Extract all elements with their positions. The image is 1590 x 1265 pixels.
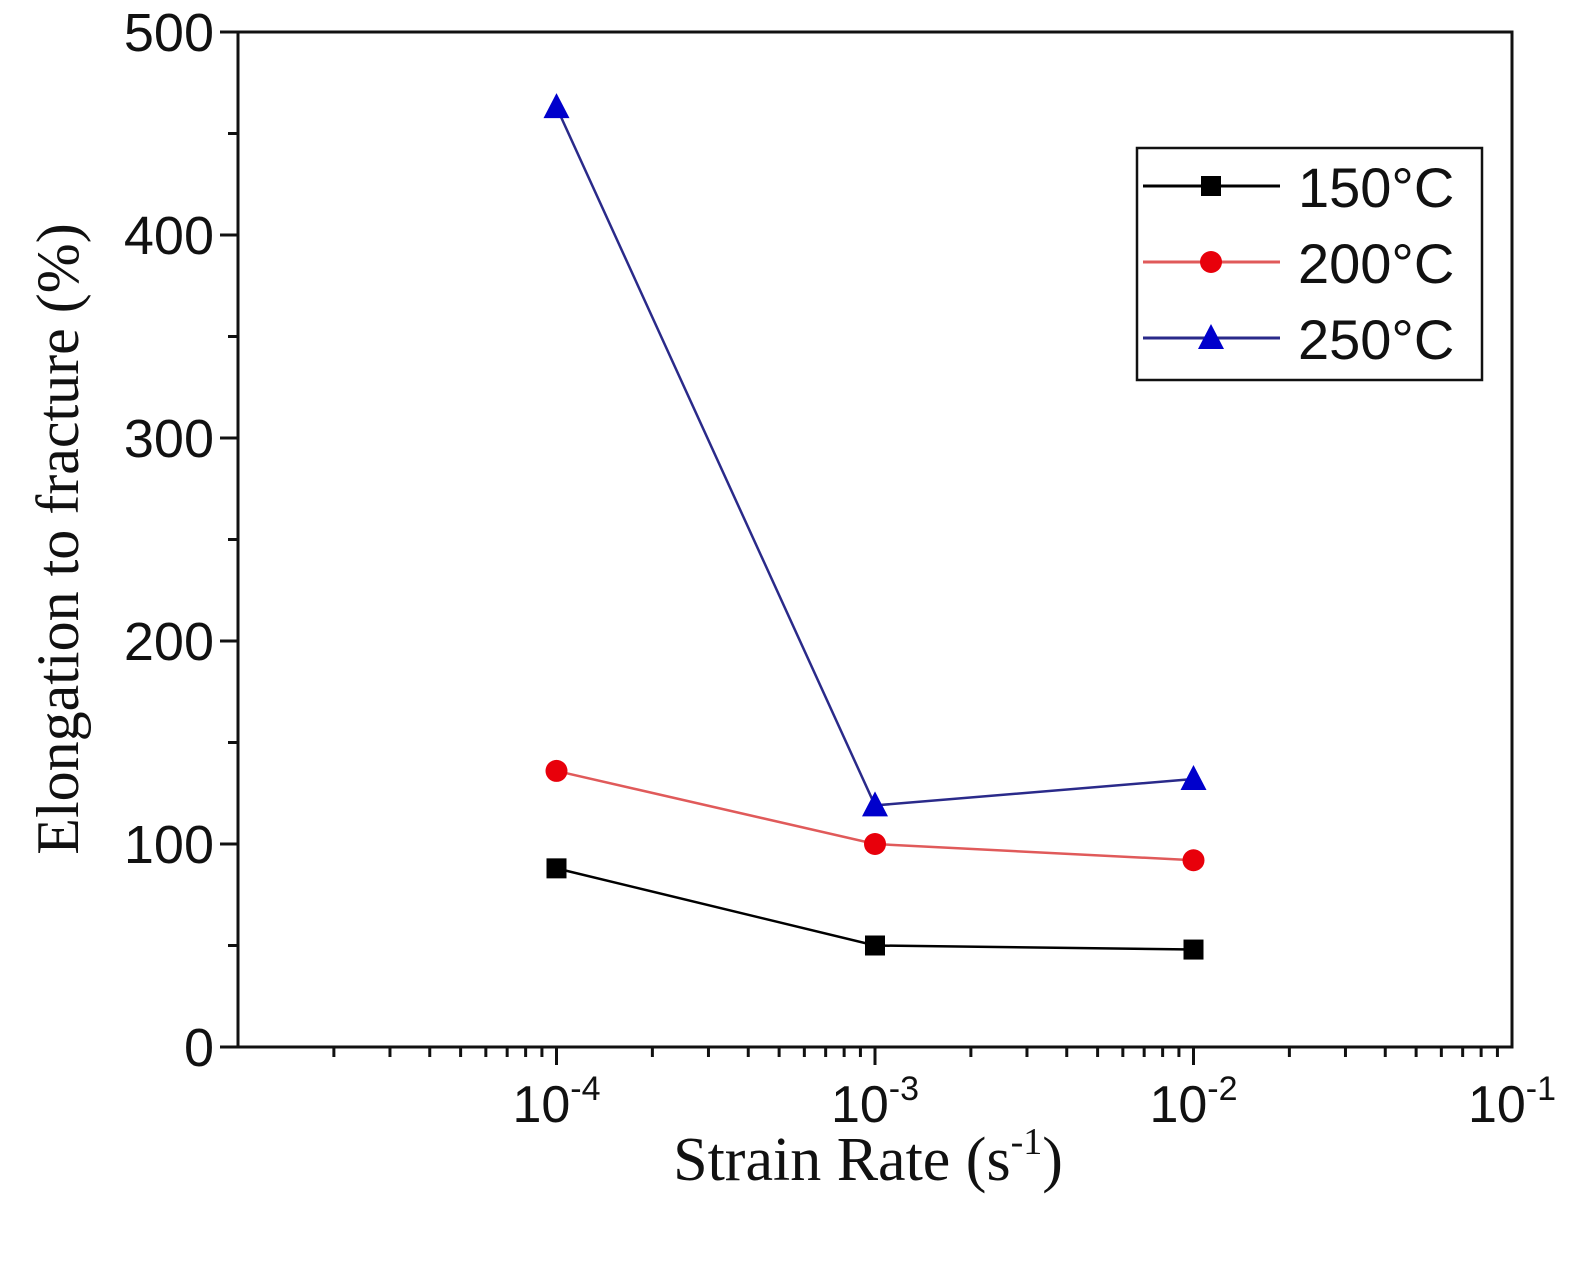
x-tick-label-exp: -1: [1526, 1070, 1556, 1108]
data-point: [1182, 849, 1205, 872]
x-tick-label: 10-3: [831, 1070, 919, 1134]
x-tick-label-base: 10: [512, 1076, 570, 1134]
legend: 150°C 200°C 250°C: [1135, 146, 1484, 382]
legend-marker: [1201, 176, 1221, 196]
legend-item: 150°C: [1143, 156, 1454, 219]
x-tick-label-base: 10: [1149, 1076, 1207, 1134]
legend-label: 200°C: [1298, 232, 1454, 295]
x-tick-label-base: 10: [831, 1076, 889, 1134]
data-point: [1183, 939, 1204, 960]
data-point: [543, 93, 570, 119]
data-point: [862, 791, 888, 817]
y-axis-label: Elongation to fracture (%): [25, 223, 91, 854]
data-point: [546, 858, 567, 879]
y-tick-label: 200: [124, 612, 214, 672]
legend-item: 250°C: [1143, 308, 1454, 371]
series-150°C: [546, 858, 1204, 960]
legend-marker: [1200, 251, 1222, 273]
x-axis-label-sup: -1: [1011, 1121, 1043, 1163]
x-tick-label: 10-4: [512, 1070, 600, 1134]
series-line: [555, 106, 1194, 807]
x-tick-label-base: 10: [1468, 1076, 1526, 1134]
x-axis-label: Strain Rate (s-1): [673, 1121, 1063, 1194]
legend-item: 200°C: [1143, 232, 1454, 295]
axis-labels: Elongation to fracture (%) Strain Rate (…: [25, 223, 1063, 1194]
legend-marker: [1198, 324, 1224, 349]
y-tick-label: 0: [184, 1018, 214, 1078]
y-tick-label: 500: [124, 3, 214, 63]
series-200°C: [545, 759, 1205, 872]
data-point: [864, 833, 886, 855]
legend-label: 250°C: [1298, 308, 1454, 371]
data-point: [545, 759, 568, 782]
x-axis-label-main: Strain Rate (s: [673, 1126, 1011, 1194]
legend-label: 150°C: [1298, 156, 1454, 219]
y-tick-label: 400: [124, 206, 214, 266]
x-tick-label-exp: -4: [570, 1070, 600, 1108]
x-tick-label: 10-2: [1149, 1070, 1237, 1134]
series-layer: [543, 93, 1207, 960]
series-250°C: [543, 93, 1207, 817]
x-tick-label: 10-1: [1468, 1070, 1556, 1134]
data-point: [1180, 765, 1207, 791]
data-point: [865, 935, 885, 956]
y-tick-label: 100: [124, 815, 214, 875]
x-axis-label-close: ): [1042, 1126, 1063, 1194]
y-tick-label: 300: [124, 409, 214, 469]
x-tick-label-exp: -2: [1207, 1070, 1237, 1108]
x-tick-label-exp: -3: [889, 1070, 919, 1108]
